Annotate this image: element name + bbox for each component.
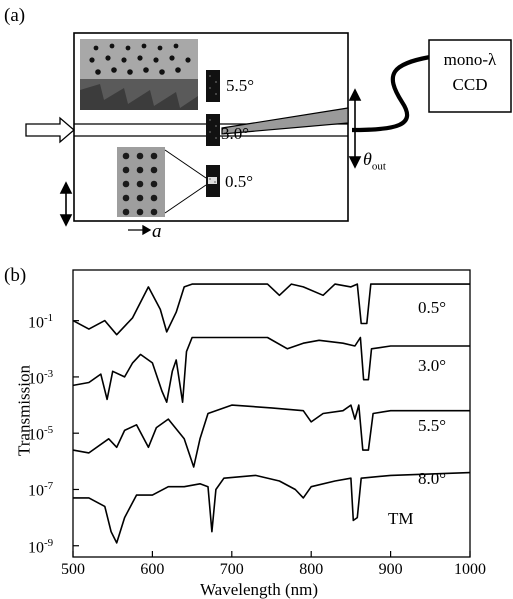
- sample-frame: [73, 32, 349, 222]
- y-tick-exponent: -9: [44, 536, 54, 549]
- theta-symbol: θ: [363, 149, 372, 169]
- lattice-arrow: [128, 224, 152, 236]
- pc-block-3-0: [206, 114, 220, 146]
- angle-label-5-5: 5.5°: [226, 76, 255, 95]
- panel-a-label: (a): [4, 5, 26, 26]
- lattice-constant-label: a: [152, 221, 162, 242]
- theta-subscript: out: [371, 160, 386, 173]
- curve-label-0-5: 0.5°: [418, 298, 447, 317]
- x-axis-label: Wavelength (nm): [200, 580, 319, 599]
- pc-block-5-5: [206, 70, 220, 102]
- lattice-inset: [117, 147, 165, 217]
- x-tick-label: 800: [299, 561, 324, 578]
- x-tick-label: 700: [219, 561, 244, 578]
- y-tick-base: 10: [28, 482, 44, 500]
- y-tick-label: 10-7: [28, 481, 53, 499]
- curve-3: [73, 471, 471, 544]
- x-tick-label: 900: [378, 561, 403, 578]
- theta-out-label: θout: [363, 150, 386, 173]
- y-tick-base: 10: [28, 313, 44, 331]
- y-tick-base: 10: [28, 539, 44, 557]
- y-tick-base: 10: [28, 426, 44, 444]
- input-arrow: [25, 116, 75, 144]
- zoom-line-lower: [164, 184, 207, 214]
- y-tick-exponent: -5: [44, 424, 54, 437]
- y-tick-exponent: -3: [44, 367, 54, 380]
- panel-a-schematic: [25, 32, 512, 236]
- y-tick-exponent: -1: [44, 311, 54, 324]
- curve-label-8-0: 8.0°: [418, 469, 447, 488]
- y-tick-label: 10-3: [28, 367, 54, 388]
- curve-0: [72, 283, 470, 336]
- diffracted-beam: [221, 107, 349, 135]
- curve-1: [72, 336, 470, 404]
- polarization-label: TM: [388, 509, 414, 528]
- panel-b-label: (b): [4, 265, 27, 286]
- y-axis-label: Transmission: [14, 365, 34, 457]
- y-tick-label: 10-5: [28, 425, 53, 443]
- y-tick-label: 10-9: [28, 536, 54, 557]
- plot-frame: [72, 269, 471, 558]
- zoom-line-upper: [164, 149, 207, 179]
- optical-fiber: [351, 54, 431, 133]
- detector-label-line1: mono-λ: [443, 50, 497, 69]
- detector-label-line2: CCD: [452, 75, 488, 94]
- pc-block-0-5: [206, 165, 220, 197]
- curve-label-5-5: 5.5°: [418, 416, 447, 435]
- sem-image: [80, 39, 198, 110]
- x-tick-label: 1000: [454, 561, 486, 578]
- x-tick-label: 500: [61, 561, 85, 578]
- curve-2: [72, 404, 470, 468]
- angle-label-0-5: 0.5°: [225, 172, 254, 191]
- y-tick-label: 10-1: [28, 311, 54, 331]
- detector-box: [428, 39, 512, 113]
- x-tick-label: 600: [140, 561, 165, 578]
- translation-arrow: [59, 181, 73, 227]
- y-tick-exponent: -7: [44, 480, 54, 493]
- y-tick-base: 10: [28, 370, 44, 388]
- curve-label-3-0: 3.0°: [418, 356, 447, 375]
- angle-label-3-0: 3.0°: [221, 124, 250, 143]
